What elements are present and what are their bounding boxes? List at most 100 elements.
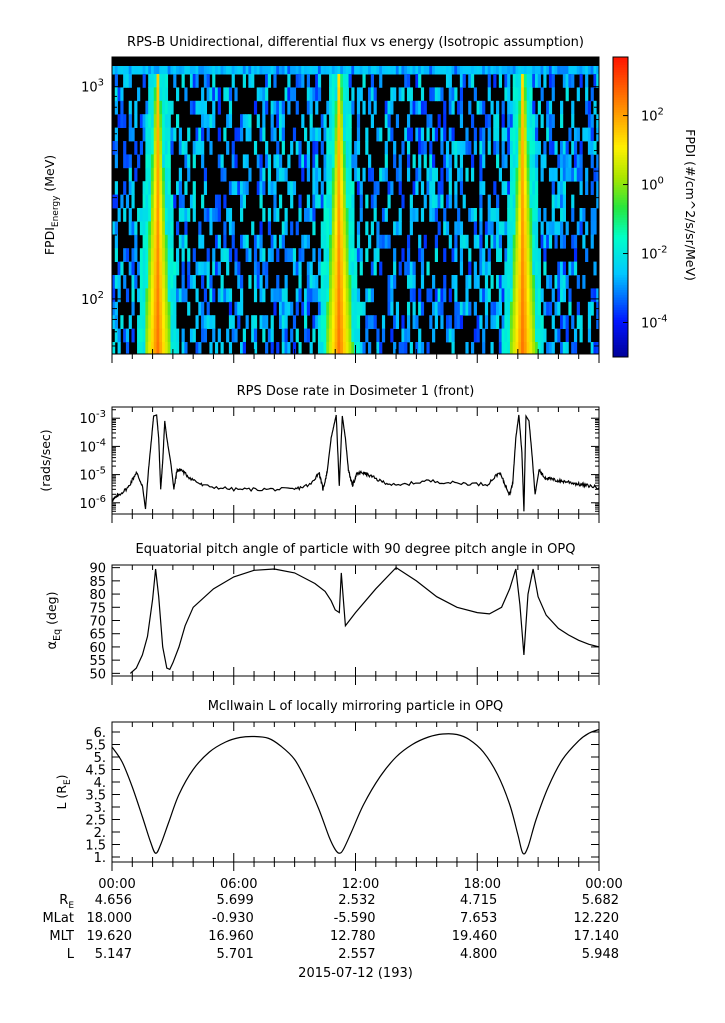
heatmap-cell [529, 328, 533, 343]
heatmap-cell [209, 208, 213, 222]
heatmap-cell [348, 342, 352, 354]
heatmap-cell [509, 181, 514, 195]
heatmap-cell [323, 301, 327, 316]
heatmap-cell [317, 87, 322, 102]
colorbar-segment [613, 172, 628, 175]
heatmap-cell [148, 66, 152, 75]
heatmap-cell [306, 141, 310, 155]
heatmap-cell [256, 181, 260, 195]
heatmap-cell [150, 221, 155, 236]
heatmap-cell [445, 141, 450, 155]
heatmap-cell [409, 194, 413, 209]
heatmap-cell [562, 74, 567, 88]
heatmap-cell [262, 127, 266, 142]
heatmap-cell [432, 167, 436, 182]
heatmap-cell [434, 127, 438, 142]
heatmap-cell [590, 141, 594, 155]
heatmap-cell [290, 181, 294, 195]
ylabel-sub: E [63, 779, 73, 785]
y-tick-base: 10 [81, 293, 98, 308]
heatmap-cell [309, 275, 313, 289]
heatmap-cell [320, 221, 324, 236]
heatmap-cell [228, 342, 233, 354]
heatmap-cell [156, 288, 160, 303]
heatmap-cell [354, 248, 358, 262]
heatmap-cell [429, 154, 433, 169]
heatmap-cell [139, 248, 144, 262]
heatmap-cell [162, 248, 166, 262]
heatmap-cell [145, 328, 149, 343]
heatmap-cell [187, 167, 191, 182]
ephemeris-value: -0.930 [212, 911, 254, 926]
heatmap-cell [167, 301, 171, 316]
colorbar-segment [613, 62, 628, 65]
heatmap-cell [576, 66, 580, 75]
heatmap-cell [251, 74, 255, 88]
heatmap-cell [451, 100, 455, 115]
heatmap-cell [206, 114, 210, 128]
colorbar-segment [613, 159, 628, 163]
y-tick-label: 103 [81, 78, 104, 96]
heatmap-cell [312, 208, 316, 222]
heatmap-cell [596, 181, 600, 195]
ylabel-main: α [45, 641, 60, 650]
heatmap-cell [409, 66, 413, 75]
heatmap-cell [334, 100, 338, 115]
heatmap-cell [476, 100, 480, 115]
heatmap-cell [587, 114, 592, 128]
heatmap-cell [326, 141, 330, 155]
colorbar-segment [613, 299, 628, 303]
heatmap-cell [401, 141, 405, 155]
heatmap-cell [337, 275, 341, 289]
heatmap-cell [507, 315, 511, 329]
heatmap-cell [523, 288, 528, 303]
heatmap-cell [532, 342, 536, 354]
heatmap-cell [546, 66, 550, 75]
heatmap-cell [451, 328, 455, 343]
heatmap-cell [518, 288, 522, 303]
heatmap-cell [212, 288, 216, 303]
heatmap-cell [523, 74, 528, 88]
heatmap-cell [156, 342, 160, 354]
heatmap-cell [515, 141, 519, 155]
heatmap-cell [265, 275, 269, 289]
heatmap-cell [379, 167, 383, 182]
heatmap-cell [529, 221, 533, 236]
heatmap-cell [490, 301, 494, 316]
heatmap-cell [557, 66, 561, 75]
heatmap-cell [387, 114, 391, 128]
heatmap-cell [326, 342, 330, 354]
heatmap-cell [317, 328, 322, 343]
heatmap-cell [509, 315, 514, 329]
heatmap-cell [315, 127, 319, 142]
heatmap-cell [543, 234, 547, 249]
heatmap-cell [412, 66, 416, 75]
heatmap-cell [329, 221, 333, 236]
heatmap-cell [259, 127, 263, 142]
heatmap-cell [337, 301, 341, 316]
colorbar-segment [613, 124, 628, 128]
heatmap-cell [487, 127, 491, 142]
heatmap-cell [532, 167, 536, 182]
heatmap-cell [415, 66, 419, 75]
heatmap-cell [356, 288, 361, 303]
heatmap-cell [537, 248, 541, 262]
heatmap-cell [482, 141, 486, 155]
heatmap-cell [340, 221, 344, 236]
y-tick-exp: 2 [98, 290, 104, 301]
heatmap-cell [209, 114, 213, 128]
heatmap-cell [426, 66, 430, 75]
heatmap-cell [512, 342, 516, 354]
heatmap-cell [201, 315, 205, 329]
heatmap-cell [470, 208, 475, 222]
heatmap-cell [298, 194, 302, 209]
heatmap-cell [242, 342, 246, 354]
y-tick-label: 75 [89, 601, 106, 616]
heatmap-cell [409, 342, 413, 354]
x-tick-label: 00:00 [585, 877, 622, 892]
heatmap-cell [139, 261, 144, 276]
heatmap-cell [348, 141, 352, 155]
heatmap-cell [462, 141, 466, 155]
heatmap-cell [501, 66, 505, 75]
